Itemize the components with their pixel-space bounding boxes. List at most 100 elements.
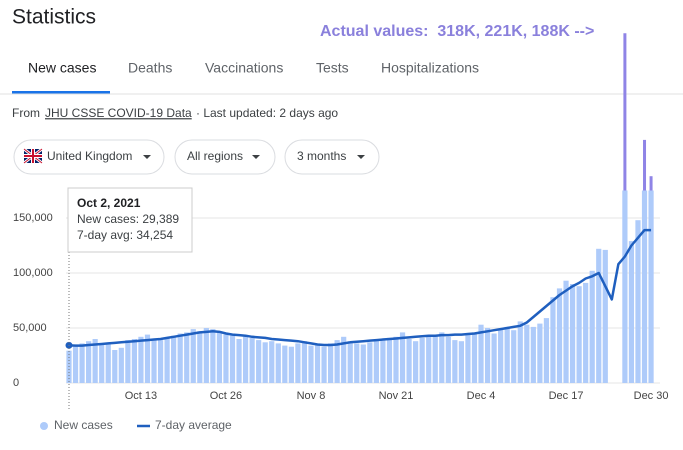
filter-button[interactable]	[174, 139, 276, 175]
bar	[406, 339, 412, 383]
bar	[177, 333, 183, 383]
bar	[517, 321, 523, 383]
bar	[229, 335, 236, 383]
bar	[79, 343, 85, 383]
legend-label: 7-day average	[155, 418, 232, 432]
bar	[576, 286, 582, 383]
bar	[530, 326, 536, 383]
bar	[511, 330, 517, 383]
source-link[interactable]: JHU CSSE COVID-19 Data	[45, 106, 192, 120]
tooltip-avg: 7-day avg: 34,254	[77, 228, 173, 242]
bar	[556, 288, 563, 383]
bar	[99, 343, 105, 383]
bar	[138, 336, 144, 383]
filter-button[interactable]	[13, 139, 165, 175]
bar	[184, 332, 190, 383]
filter-button[interactable]	[284, 139, 380, 175]
tab[interactable]: Hospitalizations	[381, 60, 479, 76]
bar	[112, 350, 118, 383]
avg-line	[68, 228, 652, 347]
filter-label: 3 months	[297, 149, 346, 163]
bar	[216, 332, 223, 383]
bar	[419, 337, 425, 383]
y-tick-label: 100,000	[13, 267, 53, 279]
bar	[203, 328, 209, 383]
y-tick-label: 0	[13, 377, 19, 389]
title: Statistics	[12, 6, 96, 29]
bar	[589, 270, 595, 383]
bar	[118, 347, 124, 383]
tab[interactable]: Tests	[316, 60, 349, 76]
bar	[413, 341, 419, 383]
bar	[563, 280, 569, 383]
legend: New cases 7-day average	[40, 418, 232, 432]
dropdown-arrow	[143, 155, 151, 159]
tooltip-date: Oct 2, 2021	[77, 196, 141, 210]
bar	[478, 324, 484, 383]
bar	[458, 341, 464, 383]
filter-label: United Kingdom	[47, 149, 132, 163]
source-prefix: From	[12, 106, 40, 120]
tab[interactable]: Vaccinations	[205, 60, 283, 76]
bar	[236, 339, 242, 383]
bar	[249, 337, 255, 383]
bar	[569, 284, 576, 383]
bar	[131, 339, 137, 383]
tab-indicator	[12, 91, 110, 94]
y-tick-label: 150,000	[13, 212, 53, 224]
bar	[105, 344, 111, 383]
bar	[543, 318, 550, 383]
bar	[256, 340, 262, 383]
bar	[498, 329, 504, 383]
bar	[504, 326, 510, 383]
bar	[275, 343, 281, 383]
bar	[648, 190, 654, 383]
bar	[641, 190, 648, 383]
bar	[223, 334, 229, 383]
updated: · Last updated: 2 days ago	[196, 106, 338, 120]
bar	[269, 341, 275, 383]
y-tick-label: 50,000	[13, 322, 47, 334]
bar	[596, 248, 602, 383]
dropdown-arrow	[357, 155, 365, 159]
x-tick-label: Oct 13	[125, 390, 157, 402]
bar	[321, 346, 327, 383]
bar	[399, 332, 406, 383]
tab[interactable]: Deaths	[128, 60, 172, 76]
bar	[86, 341, 92, 383]
bar	[125, 340, 131, 383]
bar	[210, 329, 216, 383]
bar	[341, 336, 347, 383]
x-tick-label: Dec 30	[634, 390, 669, 402]
dropdown-arrow	[252, 155, 260, 159]
bar	[92, 339, 98, 383]
bar	[144, 334, 151, 383]
bar	[393, 336, 399, 383]
plot: 0 50,000 100,000 150,000 Oct 13 Oct 26 Nov 8 No…	[13, 33, 668, 402]
bar	[301, 341, 308, 383]
bar	[373, 339, 379, 383]
bar	[432, 334, 438, 383]
bar	[360, 344, 366, 383]
x-tick-label: Nov 21	[379, 390, 414, 402]
bar	[491, 333, 497, 383]
bar	[635, 220, 641, 383]
bar	[445, 336, 451, 383]
bar	[190, 329, 196, 383]
bar	[537, 323, 543, 383]
bar	[426, 335, 432, 383]
bar	[295, 343, 301, 383]
tab[interactable]: New cases	[28, 60, 96, 76]
flag	[23, 147, 43, 165]
bar	[328, 343, 334, 383]
bar	[550, 297, 556, 383]
filter-label: All regions	[187, 149, 243, 163]
x-tick-label: Dec 4	[467, 390, 496, 402]
bar	[72, 346, 79, 383]
x-tick-label: Dec 17	[549, 390, 584, 402]
bar	[471, 332, 478, 383]
x-tick-label: Oct 26	[210, 390, 242, 402]
annotation: Actual values: 318K, 221K, 188K -->	[320, 23, 594, 40]
bar	[347, 341, 353, 383]
